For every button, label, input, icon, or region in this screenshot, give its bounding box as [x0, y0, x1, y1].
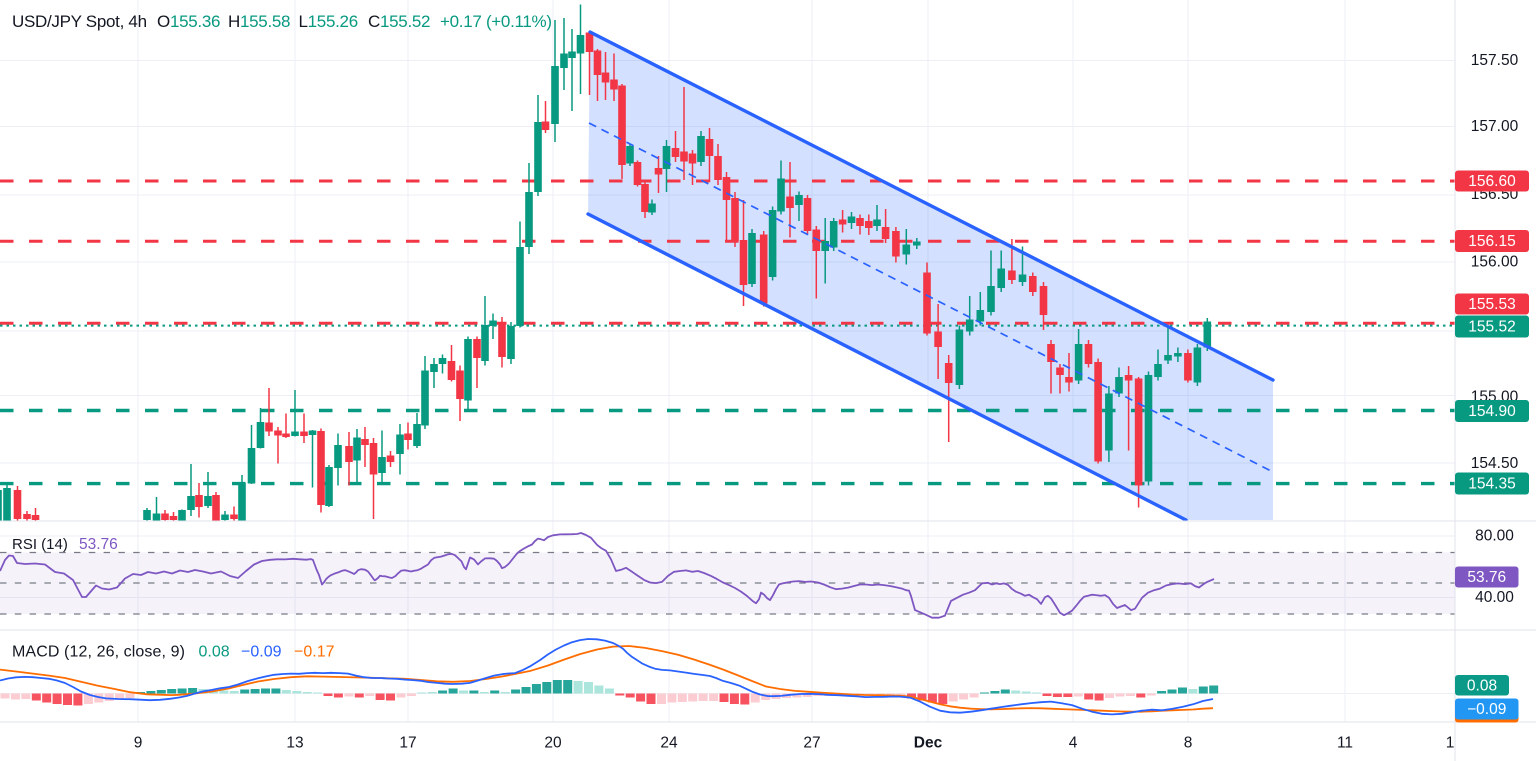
- svg-text:USD/JPY Spot, 4h: USD/JPY Spot, 4h: [12, 12, 147, 31]
- svg-text:156.60: 156.60: [1468, 173, 1516, 190]
- svg-text:L155.26: L155.26: [299, 12, 358, 31]
- svg-text:RSI (14): RSI (14): [12, 536, 68, 553]
- svg-text:154.35: 154.35: [1468, 476, 1515, 493]
- svg-text:156.00: 156.00: [1471, 254, 1519, 271]
- svg-text:MACD (12, 26, close, 9): MACD (12, 26, close, 9): [12, 644, 185, 661]
- svg-text:80.00: 80.00: [1475, 528, 1514, 545]
- svg-text:−0.09: −0.09: [241, 644, 282, 661]
- svg-text:−0.17: −0.17: [294, 644, 335, 661]
- svg-text:154.50: 154.50: [1471, 455, 1519, 472]
- svg-text:H155.58: H155.58: [228, 12, 290, 31]
- svg-text:8: 8: [1184, 735, 1193, 752]
- svg-text:53.76: 53.76: [1467, 569, 1506, 586]
- svg-text:155.53: 155.53: [1468, 296, 1515, 313]
- svg-text:20: 20: [544, 735, 562, 752]
- svg-text:C155.52: C155.52: [368, 12, 430, 31]
- svg-text:155.52: 155.52: [1468, 319, 1515, 336]
- svg-text:1: 1: [1446, 735, 1455, 752]
- svg-text:Dec: Dec: [914, 735, 943, 752]
- svg-text:154.90: 154.90: [1468, 403, 1516, 420]
- svg-text:157.00: 157.00: [1471, 118, 1519, 135]
- svg-text:+0.17 (+0.11%): +0.17 (+0.11%): [440, 12, 552, 31]
- svg-text:40.00: 40.00: [1475, 589, 1514, 606]
- svg-text:24: 24: [660, 735, 678, 752]
- svg-text:9: 9: [134, 735, 143, 752]
- svg-text:157.50: 157.50: [1471, 52, 1519, 69]
- svg-text:53.76: 53.76: [79, 536, 118, 553]
- svg-text:4: 4: [1069, 735, 1078, 752]
- svg-text:O155.36: O155.36: [157, 12, 220, 31]
- svg-text:156.15: 156.15: [1468, 233, 1515, 250]
- svg-text:0.08: 0.08: [199, 644, 230, 661]
- svg-text:13: 13: [286, 735, 303, 752]
- svg-text:17: 17: [399, 735, 416, 752]
- svg-text:11: 11: [1337, 735, 1353, 752]
- svg-text:−0.09: −0.09: [1467, 701, 1506, 718]
- svg-text:27: 27: [803, 735, 820, 752]
- svg-text:0.08: 0.08: [1467, 677, 1497, 694]
